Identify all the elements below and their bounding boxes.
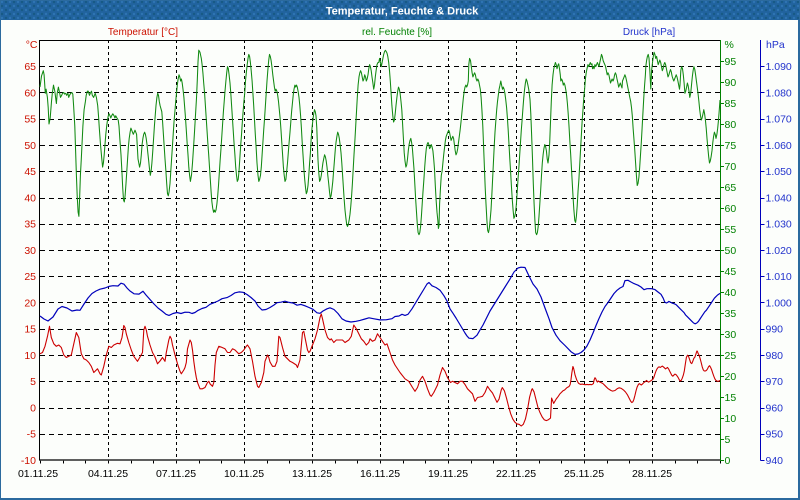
svg-text:0: 0 bbox=[725, 455, 731, 467]
svg-text:85: 85 bbox=[725, 98, 737, 110]
svg-text:990: 990 bbox=[766, 324, 784, 336]
svg-text:40: 40 bbox=[725, 287, 737, 299]
svg-text:22.11.25: 22.11.25 bbox=[496, 468, 536, 480]
svg-text:30: 30 bbox=[24, 245, 36, 257]
svg-text:30: 30 bbox=[725, 329, 737, 341]
svg-text:19.11.25: 19.11.25 bbox=[428, 468, 468, 480]
svg-text:Druck [hPa]: Druck [hPa] bbox=[623, 27, 675, 38]
svg-text:65: 65 bbox=[24, 61, 36, 73]
svg-text:1.000: 1.000 bbox=[766, 297, 792, 309]
svg-text:960: 960 bbox=[766, 402, 784, 414]
svg-text:°C: °C bbox=[26, 39, 38, 51]
svg-text:50: 50 bbox=[725, 245, 737, 257]
svg-text:950: 950 bbox=[766, 429, 784, 441]
svg-text:1.010: 1.010 bbox=[766, 271, 792, 283]
svg-text:75: 75 bbox=[725, 140, 737, 152]
svg-text:35: 35 bbox=[24, 219, 36, 231]
svg-text:970: 970 bbox=[766, 376, 784, 388]
svg-text:1.060: 1.060 bbox=[766, 140, 792, 152]
svg-text:20: 20 bbox=[24, 297, 36, 309]
svg-text:-5: -5 bbox=[27, 429, 36, 441]
svg-text:65: 65 bbox=[725, 182, 737, 194]
svg-text:5: 5 bbox=[725, 434, 731, 446]
svg-text:Temperatur [°C]: Temperatur [°C] bbox=[108, 27, 178, 38]
svg-text:10: 10 bbox=[24, 350, 36, 362]
svg-text:55: 55 bbox=[725, 224, 737, 236]
svg-text:95: 95 bbox=[725, 56, 737, 68]
svg-text:60: 60 bbox=[24, 87, 36, 99]
svg-text:%: % bbox=[725, 39, 734, 51]
svg-text:15: 15 bbox=[725, 392, 737, 404]
svg-text:20: 20 bbox=[725, 371, 737, 383]
svg-text:45: 45 bbox=[725, 266, 737, 278]
svg-text:50: 50 bbox=[24, 140, 36, 152]
svg-text:01.11.25: 01.11.25 bbox=[18, 468, 58, 480]
svg-text:1.080: 1.080 bbox=[766, 87, 792, 99]
svg-text:04.11.25: 04.11.25 bbox=[88, 468, 128, 480]
svg-text:16.11.25: 16.11.25 bbox=[360, 468, 400, 480]
svg-text:5: 5 bbox=[30, 376, 36, 388]
svg-text:35: 35 bbox=[725, 308, 737, 320]
svg-text:25.11.25: 25.11.25 bbox=[564, 468, 604, 480]
svg-text:rel. Feuchte [%]: rel. Feuchte [%] bbox=[362, 27, 432, 38]
svg-text:45: 45 bbox=[24, 166, 36, 178]
svg-text:25: 25 bbox=[24, 271, 36, 283]
svg-text:10.11.25: 10.11.25 bbox=[224, 468, 264, 480]
svg-text:980: 980 bbox=[766, 350, 784, 362]
svg-text:1.070: 1.070 bbox=[766, 114, 792, 126]
svg-text:1.040: 1.040 bbox=[766, 192, 792, 204]
svg-text:25: 25 bbox=[725, 350, 737, 362]
svg-text:13.11.25: 13.11.25 bbox=[292, 468, 332, 480]
svg-text:940: 940 bbox=[766, 455, 784, 467]
svg-text:10: 10 bbox=[725, 413, 737, 425]
svg-text:28.11.25: 28.11.25 bbox=[632, 468, 672, 480]
svg-text:1.050: 1.050 bbox=[766, 166, 792, 178]
svg-text:1.030: 1.030 bbox=[766, 219, 792, 231]
svg-text:40: 40 bbox=[24, 192, 36, 204]
svg-text:55: 55 bbox=[24, 114, 36, 126]
svg-text:Temperatur, Feuchte & Druck: Temperatur, Feuchte & Druck bbox=[326, 6, 479, 18]
svg-text:1.020: 1.020 bbox=[766, 245, 792, 257]
svg-text:hPa: hPa bbox=[766, 39, 785, 51]
svg-text:15: 15 bbox=[24, 324, 36, 336]
svg-text:70: 70 bbox=[725, 161, 737, 173]
svg-text:07.11.25: 07.11.25 bbox=[156, 468, 196, 480]
svg-text:-10: -10 bbox=[21, 455, 36, 467]
svg-text:90: 90 bbox=[725, 77, 737, 89]
svg-text:1.090: 1.090 bbox=[766, 61, 792, 73]
svg-text:60: 60 bbox=[725, 203, 737, 215]
svg-text:0: 0 bbox=[30, 402, 36, 414]
svg-text:80: 80 bbox=[725, 119, 737, 131]
